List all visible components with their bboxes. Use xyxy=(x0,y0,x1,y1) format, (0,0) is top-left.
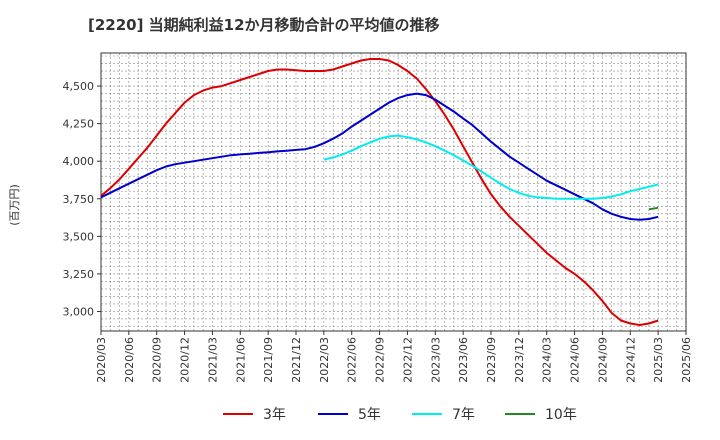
plot-border xyxy=(100,52,687,332)
legend-label-3: 7年 xyxy=(452,407,475,423)
x-tick-label: 2021/06 xyxy=(234,337,247,383)
x-tick-label: 2024/09 xyxy=(596,337,609,383)
x-tick-label: 2020/12 xyxy=(179,337,192,383)
y-tick-label: 3,750 xyxy=(63,193,95,206)
legend-label-1: 3年 xyxy=(263,407,286,423)
x-tick-label: 2025/03 xyxy=(652,337,665,383)
x-tick-label: 2024/03 xyxy=(541,337,554,383)
x-tick-label: 2020/06 xyxy=(123,337,136,383)
x-tick-label: 2024/12 xyxy=(624,337,637,383)
legend: 3年 5年 7年 10年 xyxy=(223,407,577,423)
x-tick-label: 2025/06 xyxy=(680,337,693,383)
x-tick-label: 2022/03 xyxy=(318,337,331,383)
x-tick-label: 2022/09 xyxy=(374,337,387,383)
x-tick-label: 2021/12 xyxy=(290,337,303,383)
series-line-4 xyxy=(648,206,659,211)
plot-background xyxy=(101,53,686,331)
series-line-2 xyxy=(100,92,659,221)
x-tick-label: 2023/03 xyxy=(429,337,442,383)
x-tick-label: 2023/09 xyxy=(485,337,498,383)
series-line-3 xyxy=(323,134,659,200)
y-axis-label: (百万円) xyxy=(8,184,21,226)
chart-title: [2220] 当期純利益12か月移動合計の平均値の推移 xyxy=(88,16,440,34)
y-tick-label: 3,250 xyxy=(63,268,95,281)
x-tick-label: 2023/12 xyxy=(513,337,526,383)
legend-label-2: 5年 xyxy=(358,407,381,423)
x-tick-label: 2020/03 xyxy=(95,337,108,383)
x-tick-label: 2022/12 xyxy=(401,337,414,383)
series-line-1 xyxy=(100,58,659,326)
x-tick-label: 2023/06 xyxy=(457,337,470,383)
y-tick-label: 4,250 xyxy=(63,118,95,131)
y-tick-label: 4,500 xyxy=(63,80,95,93)
x-tick-label: 2022/06 xyxy=(346,337,359,383)
x-tick-label: 2021/03 xyxy=(206,337,219,383)
y-tick-label: 3,500 xyxy=(63,230,95,243)
legend-label-4: 10年 xyxy=(545,407,577,423)
x-tick-label: 2024/06 xyxy=(569,337,582,383)
x-tick-label: 2021/09 xyxy=(262,337,275,383)
y-tick-label: 4,000 xyxy=(63,155,95,168)
x-tick-label: 2020/09 xyxy=(151,337,164,383)
plot-area: 3,000 3,250 3,500 3,750 4,000 4,250 4,500 2020/… xyxy=(63,52,693,383)
y-tick-label: 3,000 xyxy=(63,305,95,318)
